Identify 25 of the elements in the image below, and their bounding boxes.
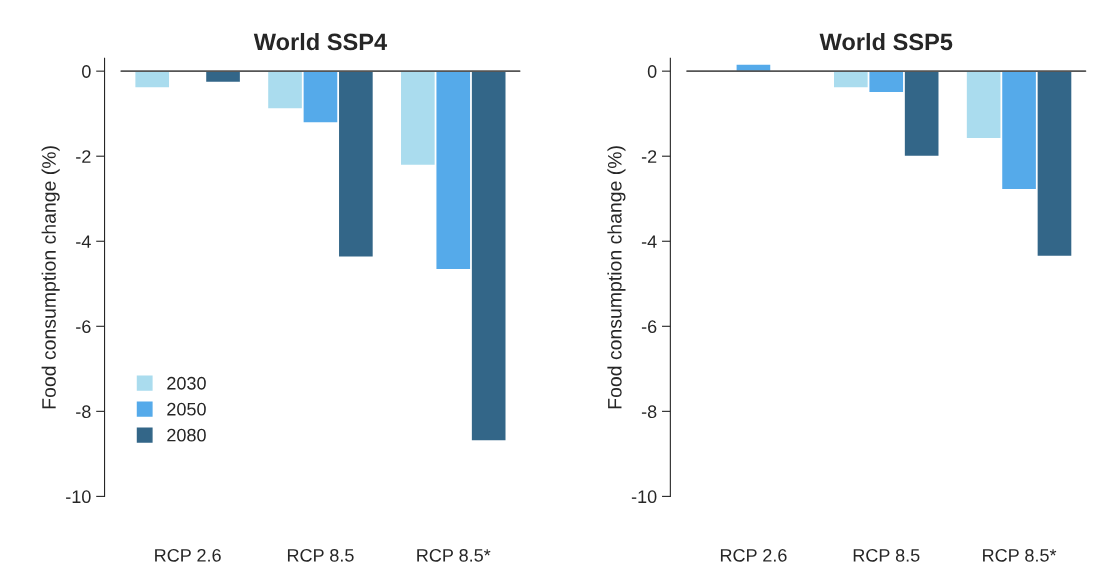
y-tick-label: 0 xyxy=(82,65,91,78)
y-tick-label: -2 xyxy=(641,150,657,163)
legend-label: 2080 xyxy=(167,428,206,442)
y-tick-label: -8 xyxy=(641,405,657,419)
y-tick-label: -6 xyxy=(641,320,657,334)
y-axis-title: Food consumption change (%) xyxy=(41,146,60,409)
y-axis-title: Food consumption change (%) xyxy=(607,146,626,409)
y-tick-label: 0 xyxy=(647,65,657,78)
y-tick-label: -10 xyxy=(66,490,91,504)
y-tick-label: -8 xyxy=(76,405,91,419)
x-tick-label: RCP 8.5* xyxy=(417,548,491,562)
y-tick-label: -4 xyxy=(641,235,657,248)
x-tick-label: RCP 8.5* xyxy=(983,548,1057,562)
x-tick-label: RCP 2.6 xyxy=(720,548,787,562)
chart-title: World SSP4 xyxy=(253,32,388,51)
y-tick-label: -4 xyxy=(76,235,91,248)
x-tick-label: RCP 2.6 xyxy=(155,548,221,562)
chart-title: World SSP5 xyxy=(819,32,953,51)
y-tick-label: -6 xyxy=(76,320,91,334)
x-tick-label: RCP 8.5 xyxy=(853,548,920,562)
x-tick-label: RCP 8.5 xyxy=(287,548,354,562)
y-tick-label: -10 xyxy=(631,490,657,504)
y-tick-label: -2 xyxy=(76,150,91,163)
legend-label: 2050 xyxy=(167,402,206,416)
legend-label: 2030 xyxy=(167,376,206,390)
